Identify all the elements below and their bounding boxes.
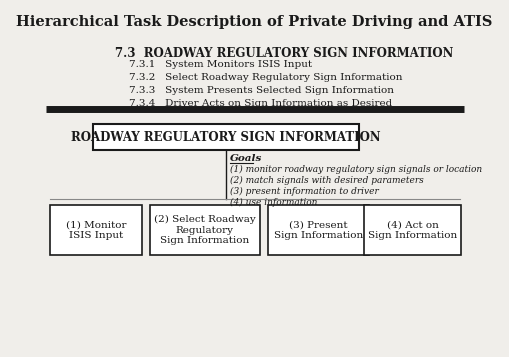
Text: 7.3.1   System Monitors ISIS Input: 7.3.1 System Monitors ISIS Input <box>129 60 313 69</box>
Text: Hierarchical Task Description of Private Driving and ATIS: Hierarchical Task Description of Private… <box>16 15 493 29</box>
Text: ROADWAY REGULATORY SIGN INFORMATION: ROADWAY REGULATORY SIGN INFORMATION <box>71 131 381 144</box>
Text: (2) match signals with desired parameters: (2) match signals with desired parameter… <box>230 176 424 185</box>
FancyBboxPatch shape <box>151 205 260 255</box>
Text: (1) monitor roadway regulatory sign signals or location: (1) monitor roadway regulatory sign sign… <box>230 165 482 174</box>
FancyBboxPatch shape <box>268 205 369 255</box>
Text: (4) Act on
Sign Information: (4) Act on Sign Information <box>368 220 457 240</box>
Text: (3) Present
Sign Information: (3) Present Sign Information <box>274 220 363 240</box>
FancyBboxPatch shape <box>93 124 358 150</box>
Text: (1) Monitor
ISIS Input: (1) Monitor ISIS Input <box>66 220 126 240</box>
Text: 7.3.4   Driver Acts on Sign Information as Desired: 7.3.4 Driver Acts on Sign Information as… <box>129 99 392 108</box>
Text: (2) Select Roadway
Regulatory
Sign Information: (2) Select Roadway Regulatory Sign Infor… <box>154 215 256 245</box>
Text: 7.3  ROADWAY REGULATORY SIGN INFORMATION: 7.3 ROADWAY REGULATORY SIGN INFORMATION <box>115 47 454 60</box>
Text: Goals: Goals <box>230 154 263 163</box>
FancyBboxPatch shape <box>50 205 142 255</box>
Text: 7.3.3   System Presents Selected Sign Information: 7.3.3 System Presents Selected Sign Info… <box>129 86 394 95</box>
Text: 7.3.2   Select Roadway Regulatory Sign Information: 7.3.2 Select Roadway Regulatory Sign Inf… <box>129 73 403 82</box>
Text: (4) use information: (4) use information <box>230 198 318 207</box>
FancyBboxPatch shape <box>364 205 461 255</box>
Text: (3) present information to driver: (3) present information to driver <box>230 187 379 196</box>
